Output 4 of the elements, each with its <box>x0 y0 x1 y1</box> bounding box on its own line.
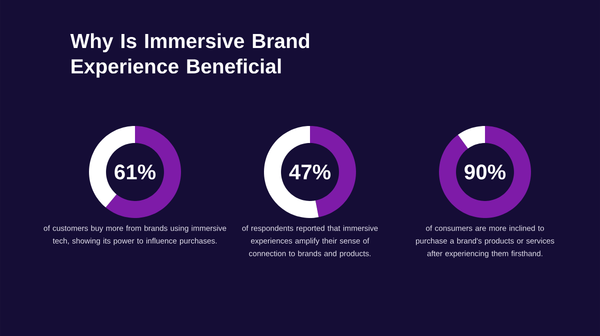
chart-title: Why Is Immersive Brand Experience Beneficial <box>70 33 310 78</box>
text: 61% <box>114 164 156 180</box>
text: 47% <box>289 164 331 180</box>
text: 90% <box>464 164 506 180</box>
